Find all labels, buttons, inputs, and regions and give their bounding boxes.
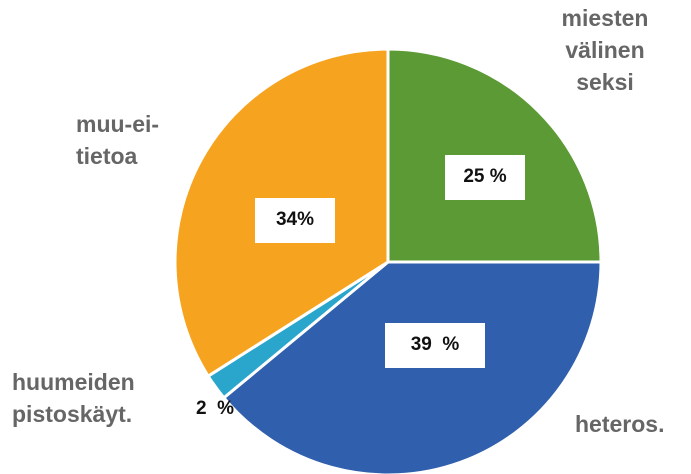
category-label: heteros. [575, 411, 665, 437]
category-label: muu-ei- tietoa [76, 111, 160, 169]
pie-slice [221, 260, 603, 474]
category-label: huumeiden pistoskäyt. [12, 369, 135, 427]
value-label: 25 % [445, 155, 525, 200]
category-label: miesten välinen seksi [561, 5, 649, 95]
value-label: 34% [255, 198, 335, 243]
value-label: 39 % [385, 323, 485, 368]
value-label: 2 % [196, 398, 235, 419]
